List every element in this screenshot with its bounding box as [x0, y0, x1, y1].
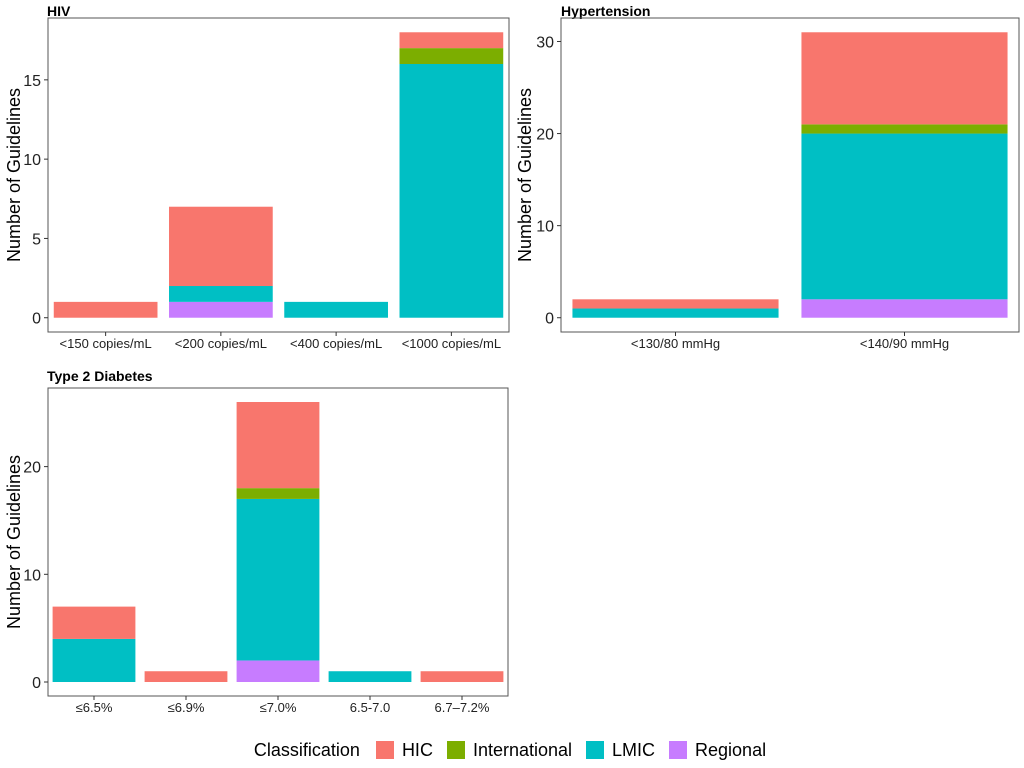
y-tick-label: 10	[536, 219, 554, 236]
bar-regional-200-copies-ml	[169, 301, 273, 318]
y-tick-label: 0	[545, 311, 554, 328]
bar-international-7-0	[236, 488, 320, 499]
x-tick-label: ≤6.9%	[168, 700, 205, 715]
panel-border-hypertension	[560, 17, 1020, 333]
y-axis-label-type-2-diabetes: Number of Guidelines	[4, 455, 24, 629]
legend-label-hic: HIC	[401, 739, 433, 760]
bar-lmic-6-5-7-0	[328, 671, 412, 682]
bar-lmic-7-0	[236, 498, 320, 661]
x-tick-label: <200 copies/mL	[175, 336, 267, 351]
legend-title: Classification	[253, 739, 360, 760]
x-tick-label: <140/90 mmHg	[860, 336, 949, 351]
y-tick-label: 20	[536, 127, 554, 144]
legend-key-hic	[375, 741, 394, 759]
x-tick-label: ≤6.5%	[76, 700, 113, 715]
x-tick-label: ≤7.0%	[260, 700, 297, 715]
bar-hic-130-80-mmhg	[572, 299, 779, 309]
bar-international-1000-copies-ml	[399, 48, 504, 64]
legend-label-international: International	[472, 739, 573, 760]
panel-title-type-2-diabetes: Type 2 Diabetes	[47, 368, 153, 384]
legend-label-regional: Regional	[695, 739, 767, 760]
legend-key-international	[446, 741, 465, 759]
bar-regional-140-90-mmhg	[801, 299, 1008, 318]
legend-key-regional	[669, 741, 688, 759]
x-tick-label: 6.5-7.0	[350, 700, 390, 715]
legend: Classification HIC International LMIC Re…	[0, 733, 1024, 767]
y-axis-label-hiv: Number of Guidelines	[4, 88, 24, 262]
bar-international-140-90-mmhg	[801, 124, 1008, 134]
y-axis-label-hypertension: Number of Guidelines	[515, 88, 535, 262]
bar-lmic-200-copies-ml	[169, 286, 273, 302]
y-tick-label: 5	[32, 231, 41, 248]
bar-hic-7-0	[236, 402, 320, 489]
x-tick-label: <1000 copies/mL	[402, 336, 501, 351]
bar-hic-1000-copies-ml	[399, 32, 504, 49]
x-tick-label: <400 copies/mL	[290, 336, 382, 351]
bar-hic-6-9	[144, 671, 228, 682]
bar-lmic-130-80-mmhg	[572, 308, 779, 318]
y-tick-label: 0	[32, 311, 41, 328]
bar-hic-150-copies-ml	[53, 301, 158, 318]
y-tick-label: 10	[23, 152, 41, 169]
x-tick-label: 6.7–7.2%	[435, 700, 490, 715]
legend-label-lmic: LMIC	[612, 739, 656, 760]
bar-lmic-6-5	[52, 638, 136, 682]
legend-item-lmic: LMIC	[586, 740, 655, 761]
x-tick-label: <150 copies/mL	[60, 336, 152, 351]
legend-item-hic: HIC	[375, 739, 433, 761]
panel-title-hypertension: Hypertension	[561, 3, 650, 19]
bar-lmic-140-90-mmhg	[801, 133, 1008, 300]
y-tick-label: 0	[32, 675, 41, 692]
panel-hypertension: Hypertension 0 10 20 30 Number of Guidelines <…	[515, 3, 1020, 351]
bar-lmic-400-copies-ml	[284, 301, 388, 318]
panel-border-hiv	[47, 17, 510, 333]
legend-item-international: International	[446, 739, 573, 761]
bar-hic-200-copies-ml	[169, 206, 273, 287]
bar-hic-140-90-mmhg	[801, 32, 1008, 125]
bar-lmic-1000-copies-ml	[399, 63, 504, 318]
y-tick-label: 20	[23, 460, 41, 477]
y-tick-label: 30	[536, 34, 554, 51]
legend-key-lmic	[586, 741, 605, 759]
y-tick-label: 10	[23, 567, 41, 584]
bar-regional-7-0	[236, 660, 320, 682]
bar-hic-6-7-7-2	[420, 671, 504, 682]
panel-title-hiv: HIV	[47, 3, 71, 19]
x-tick-label: <130/80 mmHg	[631, 336, 720, 351]
y-tick-label: 15	[23, 73, 41, 90]
legend-item-regional: Regional	[669, 740, 766, 761]
bar-hic-6-5	[52, 606, 136, 639]
